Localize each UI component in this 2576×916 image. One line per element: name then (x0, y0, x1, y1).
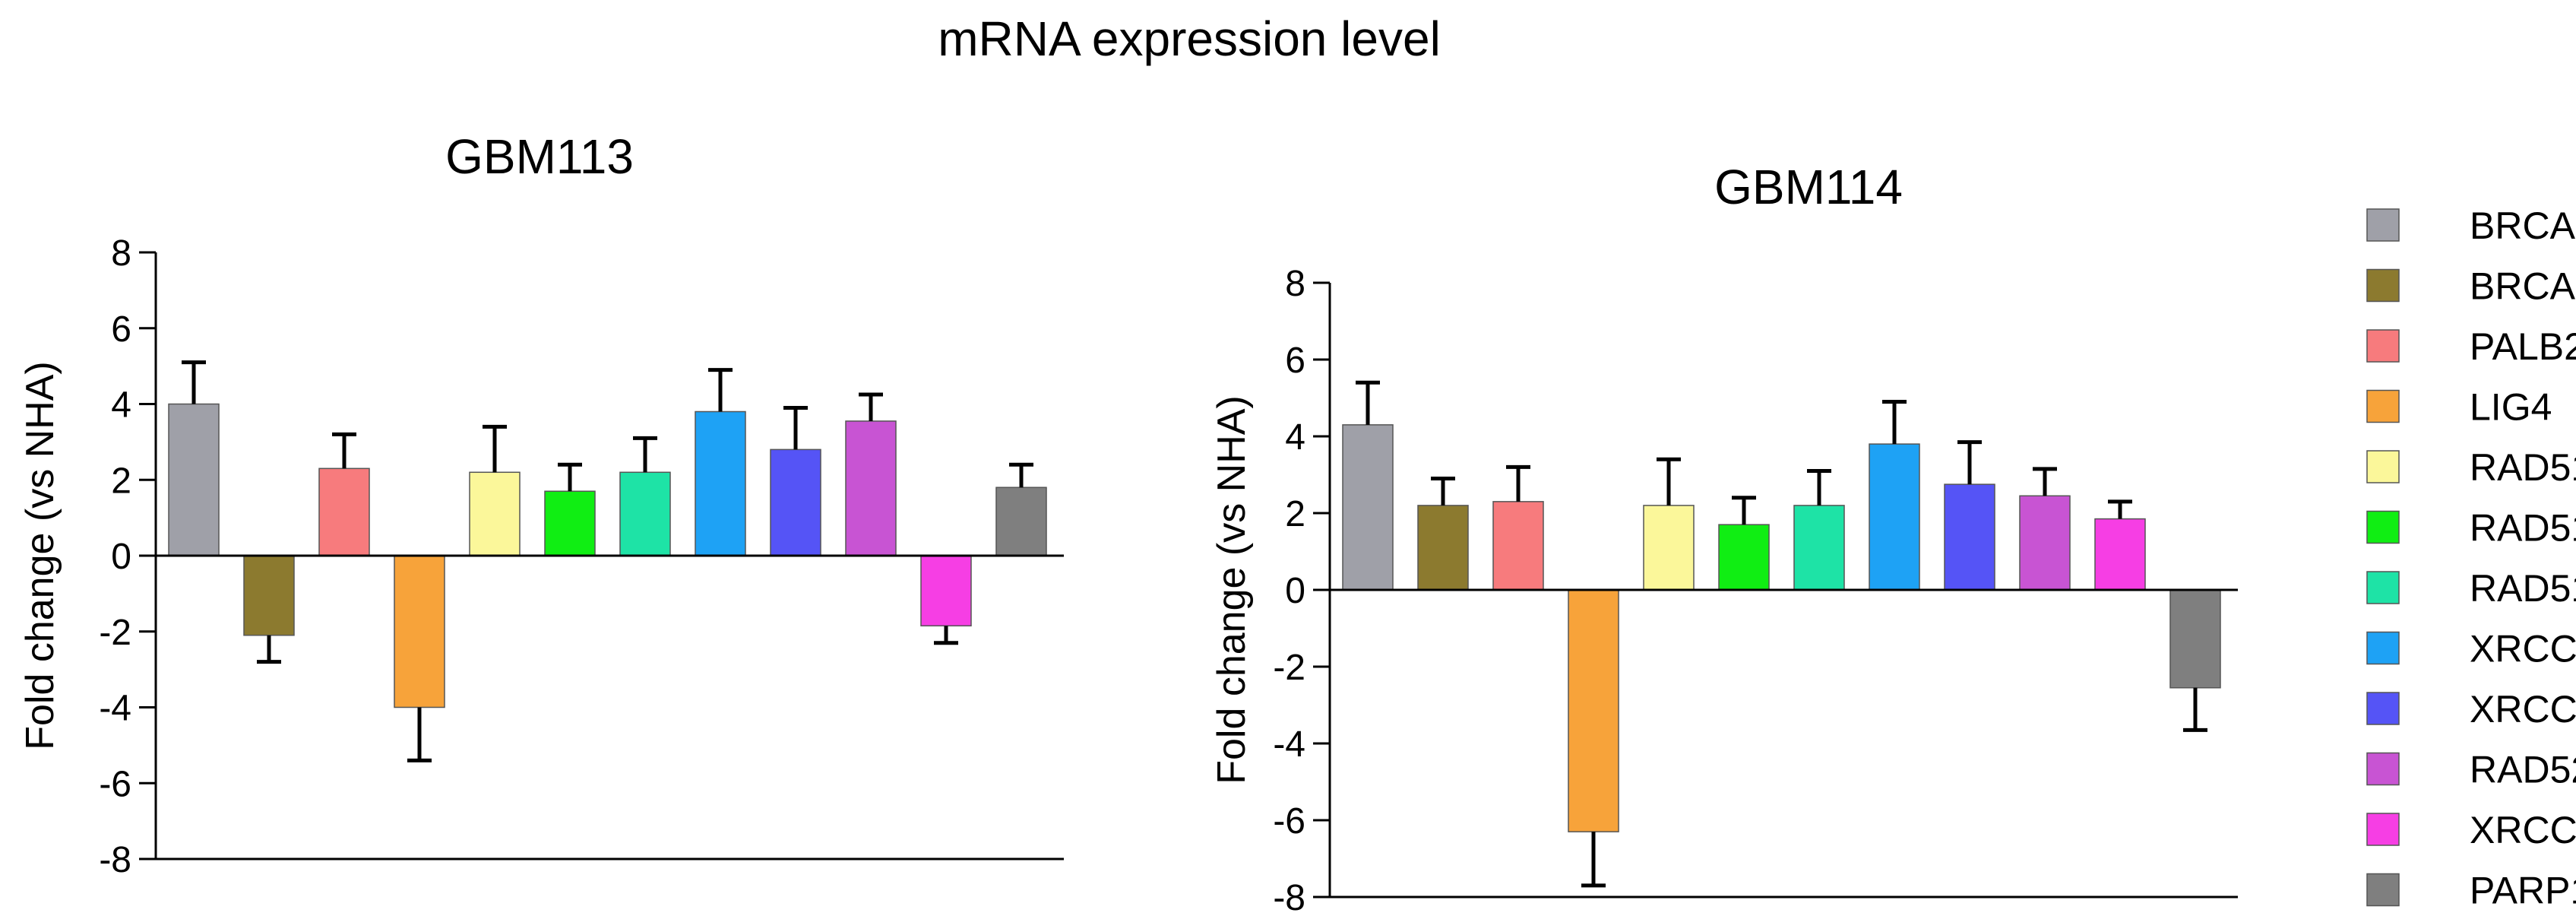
bar-xrcc2 (1869, 443, 1920, 591)
y-tick-label: 0 (111, 537, 131, 577)
y-tick-label: 6 (1285, 341, 1305, 381)
chart-gbm114: GBM114 Fold change (vs NHA) 8 6 4 2 0 -2 -4 -6 -8 (1210, 160, 2238, 916)
legend-label-brca2: BRCA2 (2470, 265, 2576, 308)
legend-label-xrcc2: XRCC2 (2470, 628, 2576, 670)
bar-lig4 (394, 555, 445, 708)
legend-swatch-rad51c (2366, 510, 2400, 544)
legend-swatch-palb2 (2366, 329, 2400, 363)
y-tick-label: -8 (99, 840, 131, 880)
legend-label-brca1: BRCA1 (2470, 204, 2576, 247)
bar-rad51d (619, 471, 671, 556)
bar-parp1 (2169, 589, 2221, 689)
y-tick-label: 0 (1285, 571, 1305, 611)
bar-xrcc5 (2094, 518, 2146, 591)
bar-palb2 (318, 468, 370, 556)
y-tick-label: 8 (111, 233, 131, 274)
bar-rad51c (1718, 524, 1770, 591)
y-tick-label: -4 (99, 689, 131, 729)
legend-swatch-parp1 (2366, 873, 2400, 907)
bar-rad52 (2019, 495, 2071, 591)
y-tick-label: 4 (111, 385, 131, 426)
legend-swatch-xrcc5 (2366, 813, 2400, 846)
legend-swatch-rad51b (2366, 450, 2400, 483)
y-tick-label: 4 (1285, 417, 1305, 458)
chart-title: GBM114 (1714, 160, 1903, 214)
y-tick-label: -6 (99, 764, 131, 804)
figure-title: mRNA expression level (938, 11, 1441, 66)
bar-rad51b (1643, 505, 1695, 591)
legend-label-rad51d: RAD51D (2470, 567, 2576, 610)
bar-xrcc3 (1944, 483, 1995, 591)
bar-rad51b (469, 471, 521, 556)
legend-swatch-lig4 (2366, 389, 2400, 423)
y-tick-label: -6 (1273, 801, 1305, 842)
y-tick-label: 8 (1285, 264, 1305, 304)
legend-label-rad51c: RAD51C (2470, 507, 2576, 550)
chart-title: GBM113 (445, 129, 634, 184)
bar-brca1 (168, 403, 220, 556)
legend-label-lig4: LIG4 (2470, 386, 2552, 429)
legend-swatch-rad52 (2366, 752, 2400, 786)
legend-swatch-xrcc2 (2366, 631, 2400, 665)
bar-rad51d (1793, 505, 1845, 591)
bar-parp1 (995, 487, 1047, 556)
y-tick-label: -2 (1273, 648, 1305, 688)
bar-brca2 (243, 555, 295, 636)
y-tick-label: -2 (99, 613, 131, 653)
bar-xrcc3 (770, 448, 821, 556)
chart-gbm113: GBM113 Fold change (vs NHA) 8 6 4 2 0 -2 -4 -6 -8 (18, 129, 1064, 880)
legend-swatch-xrcc3 (2366, 692, 2400, 725)
bar-brca1 (1342, 424, 1394, 591)
bar-palb2 (1492, 501, 1544, 591)
legend-label-rad51b: RAD51B (2470, 446, 2576, 489)
legend-label-rad52: RAD52 (2470, 749, 2576, 791)
y-tick-label: 2 (1285, 494, 1305, 534)
bar-xrcc5 (920, 555, 972, 627)
legend-label-palb2: PALB2 (2470, 325, 2576, 368)
legend: BRCA1 BRCA2 PALB2 LIG4 RAD51B RAD51C RAD51D XRC… (2366, 204, 2576, 912)
legend-label-parp1: PARP1 (2470, 870, 2576, 912)
legend-swatch-brca2 (2366, 268, 2400, 303)
bar-lig4 (1568, 589, 1619, 832)
y-axis-label: Fold change (vs NHA) (1210, 395, 1254, 784)
bar-xrcc2 (695, 410, 746, 556)
legend-label-xrcc3: XRCC3 (2470, 688, 2576, 731)
bar-rad51c (544, 490, 596, 556)
bar-rad52 (845, 420, 897, 556)
y-tick-label: 6 (111, 309, 131, 350)
bar-brca2 (1417, 505, 1469, 591)
y-tick-label: 2 (111, 461, 131, 501)
legend-swatch-rad51d (2366, 571, 2400, 604)
y-tick-label: -4 (1273, 724, 1305, 765)
legend-swatch-brca1 (2366, 208, 2400, 242)
y-axis-label: Fold change (vs NHA) (18, 361, 62, 750)
y-tick-label: -8 (1273, 878, 1305, 916)
legend-label-xrcc5: XRCC5 (2470, 809, 2576, 851)
